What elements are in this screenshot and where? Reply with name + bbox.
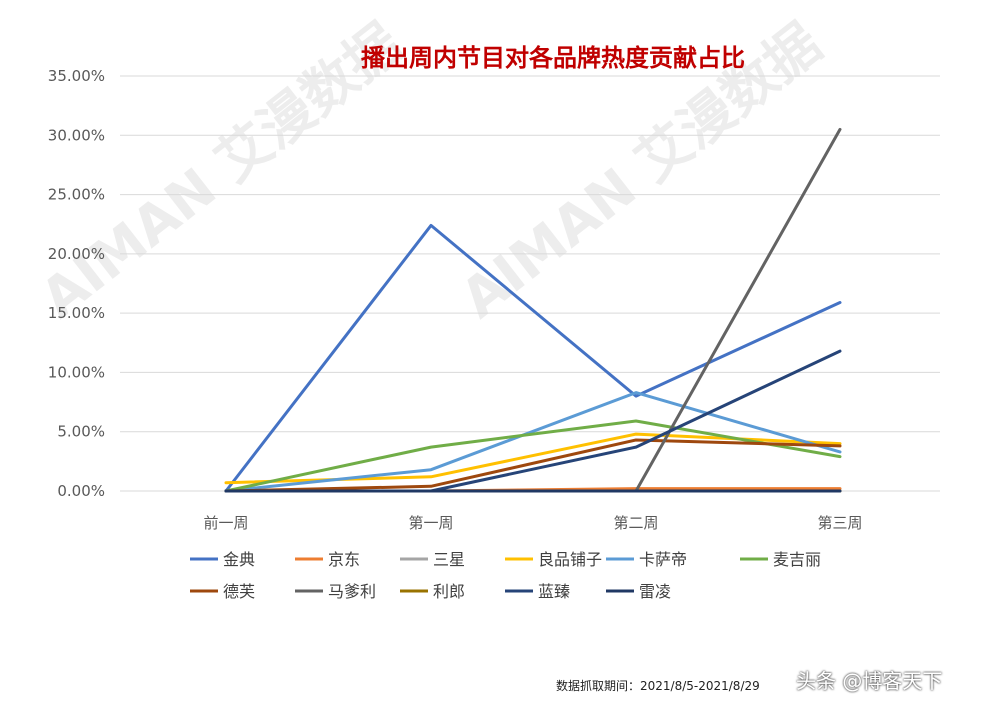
y-tick-label: 35.00%: [48, 67, 105, 85]
source-watermark: 头条 @博客天下: [796, 669, 943, 693]
y-tick-label: 25.00%: [48, 186, 105, 204]
y-tick-label: 30.00%: [48, 126, 105, 144]
background-watermark-text: AIMAN 艾漫数据: [29, 11, 412, 330]
series-line-麦吉丽: [224, 419, 842, 493]
y-tick-label: 5.00%: [57, 423, 105, 441]
legend-label: 金典: [223, 550, 255, 569]
legend-label: 麦吉丽: [773, 550, 821, 569]
series-line-卡萨帝: [224, 391, 842, 493]
y-axis-ticks: 0.00% 5.00% 10.00% 15.00% 20.00% 25.00% 30.00%…: [48, 67, 105, 500]
legend-label: 蓝臻: [538, 582, 570, 601]
date-range-note: 数据抓取期间：2021/8/5-2021/8/29: [556, 679, 760, 693]
legend-label: 德芙: [223, 582, 255, 601]
series-lines: [224, 127, 842, 493]
legend-label: 马爹利: [328, 582, 376, 601]
legend-label: 京东: [328, 550, 360, 569]
x-tick-label: 前一周: [203, 514, 248, 532]
y-tick-label: 0.00%: [57, 482, 105, 500]
legend-label: 卡萨帝: [639, 550, 687, 569]
gridlines: [120, 75, 940, 492]
legend-label: 良品铺子: [538, 550, 602, 569]
x-tick-label: 第一周: [408, 514, 453, 532]
y-tick-label: 10.00%: [48, 363, 105, 381]
chart-title: 播出周内节目对各品牌热度贡献占比: [361, 44, 745, 72]
legend-label: 三星: [433, 550, 465, 569]
x-tick-label: 第二周: [613, 514, 658, 532]
y-tick-label: 15.00%: [48, 304, 105, 322]
legend-label: 雷凌: [639, 582, 671, 601]
x-tick-label: 第三周: [817, 514, 862, 532]
x-axis-ticks: 前一周 第一周 第二周 第三周: [203, 514, 862, 532]
legend-label: 利郎: [433, 582, 465, 601]
series-line-金典: [224, 223, 842, 493]
y-tick-label: 20.00%: [48, 245, 105, 263]
series-line-德芙: [224, 438, 842, 493]
